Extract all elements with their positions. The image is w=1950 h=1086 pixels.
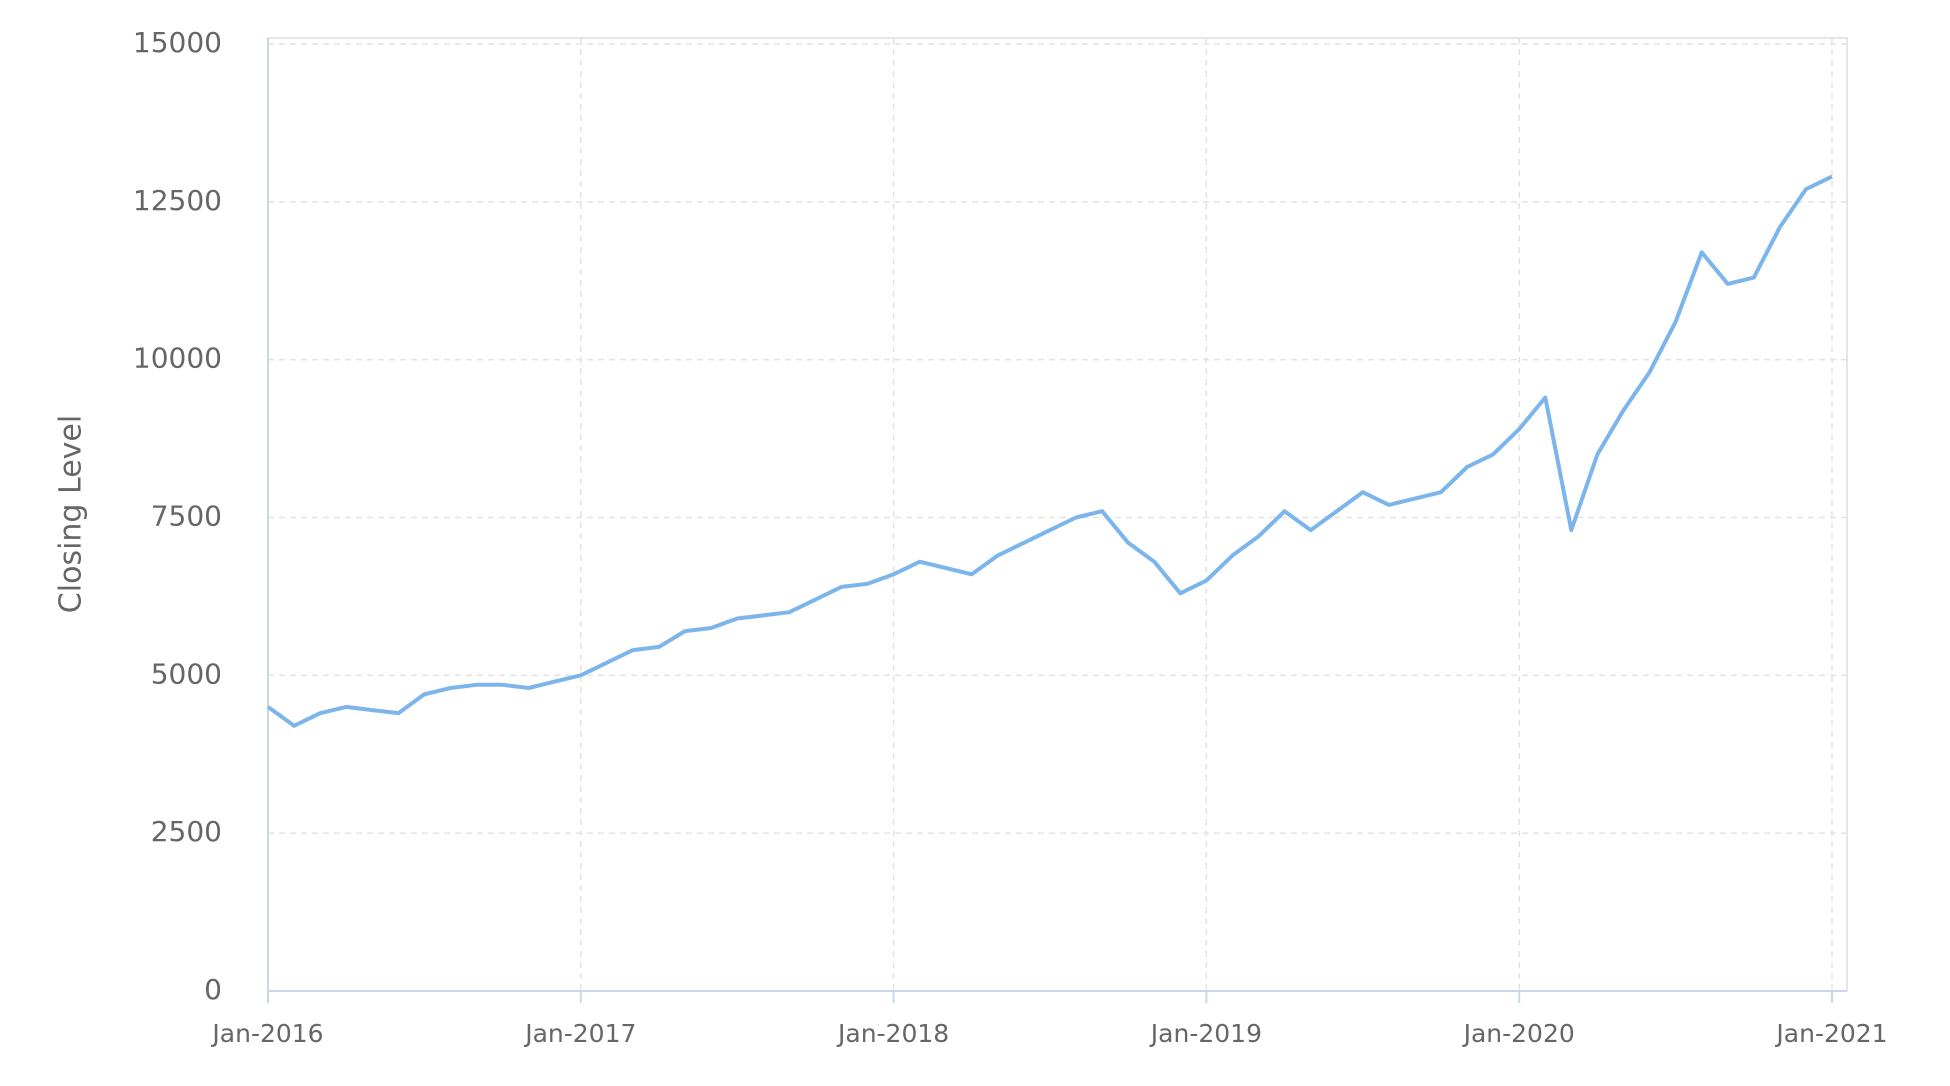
y-tick-label: 15000 xyxy=(133,26,222,59)
y-axis-label: Closing Level xyxy=(54,415,89,613)
data-line xyxy=(266,174,1833,728)
y-tick-label: 7500 xyxy=(151,500,222,533)
plot-frame xyxy=(267,37,1848,992)
x-tick-label: Jan-2017 xyxy=(523,1019,636,1048)
y-tick-label: 2500 xyxy=(151,815,222,848)
y-tick-label: 12500 xyxy=(133,184,222,217)
x-tick-label: Jan-2019 xyxy=(1149,1019,1262,1048)
x-tick-label: Jan-2018 xyxy=(836,1019,949,1048)
x-tick-label: Jan-2021 xyxy=(1774,1019,1887,1048)
y-tick-label: 0 xyxy=(204,973,222,1006)
y-tick-label: 5000 xyxy=(151,657,222,690)
x-tick-label: Jan-2016 xyxy=(210,1019,323,1048)
y-tick-label: 10000 xyxy=(133,342,222,375)
x-tick-label: Jan-2020 xyxy=(1462,1019,1575,1048)
